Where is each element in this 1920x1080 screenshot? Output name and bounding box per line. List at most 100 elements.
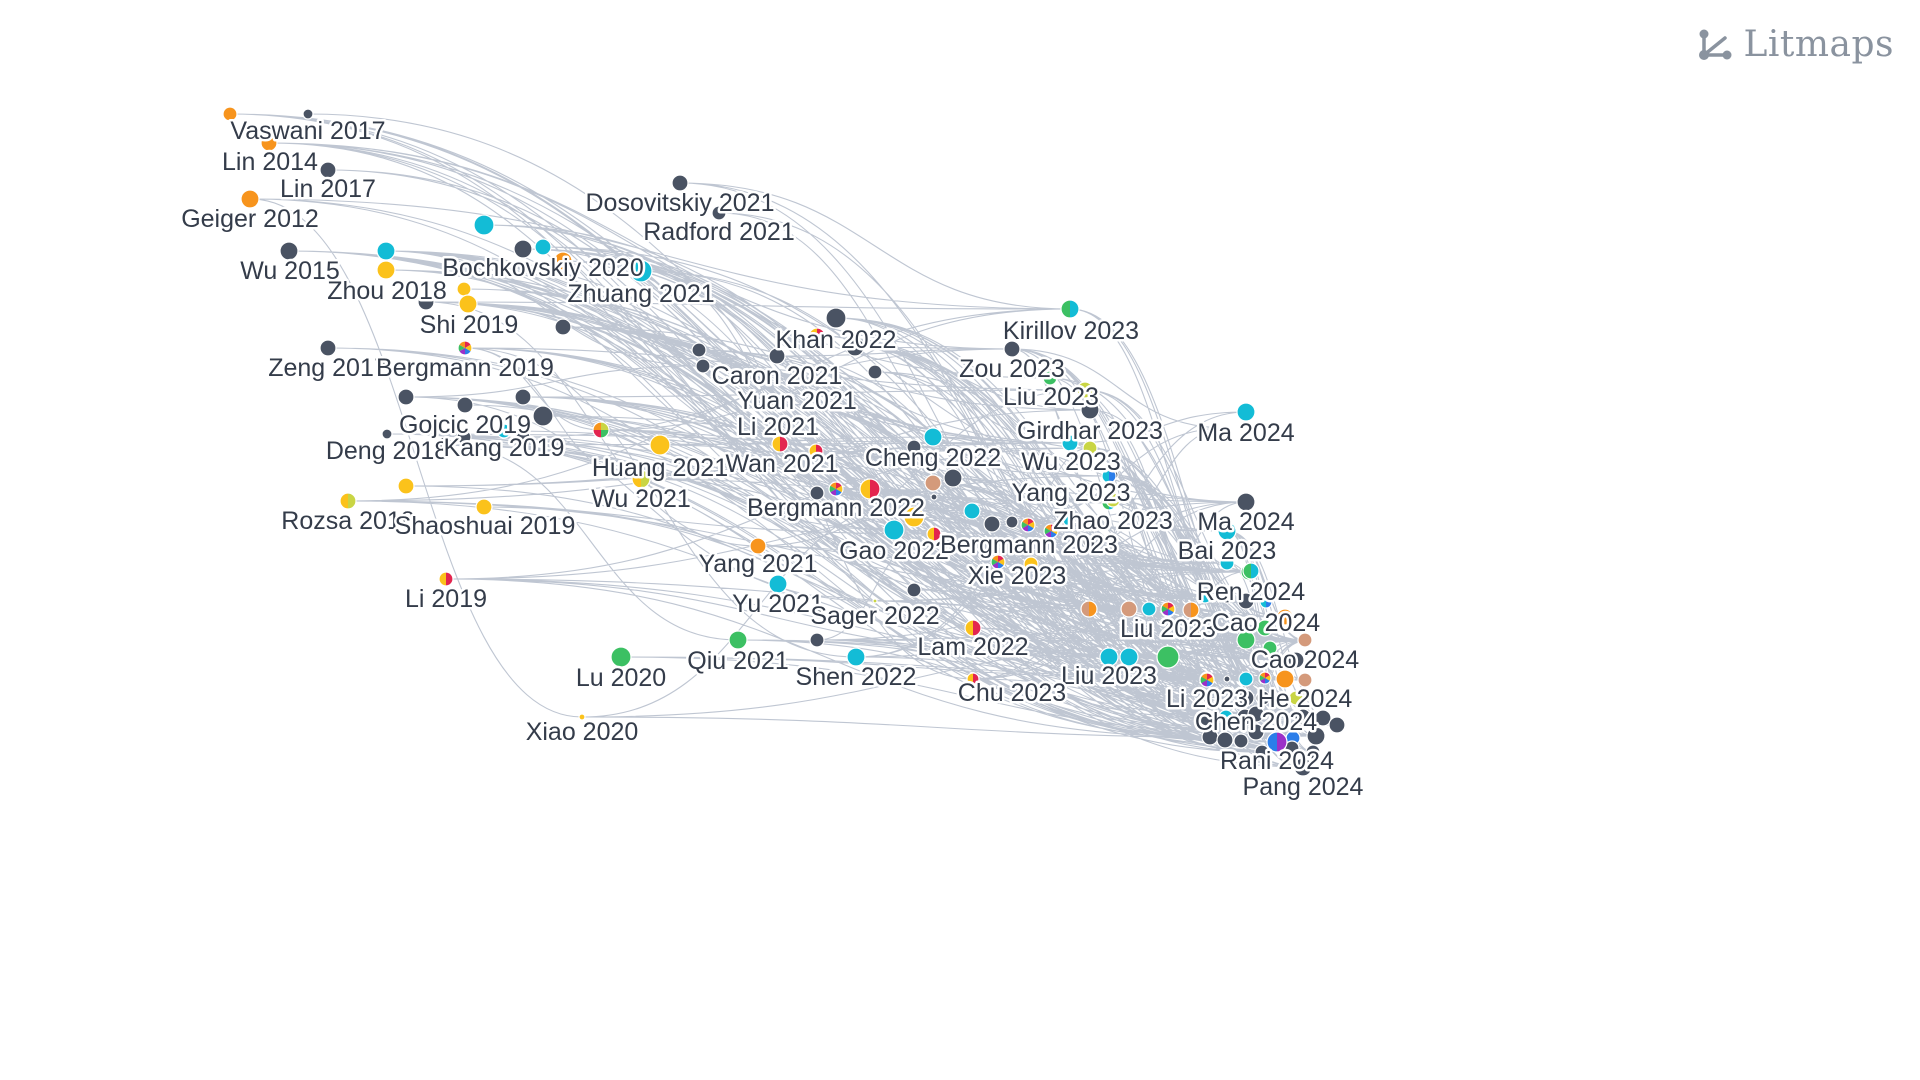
paper-node[interactable]: [1288, 690, 1304, 706]
paper-node[interactable]: [943, 468, 963, 488]
paper-label[interactable]: Kang 2019: [441, 432, 567, 465]
paper-node[interactable]: [240, 189, 260, 209]
paper-node[interactable]: [966, 672, 980, 686]
paper-node[interactable]: [1060, 299, 1080, 319]
paper-node[interactable]: [260, 134, 278, 152]
paper-label[interactable]: Xiao 2020: [523, 716, 641, 749]
paper-node[interactable]: [749, 537, 767, 555]
paper-label[interactable]: Zhou 2018: [325, 275, 450, 308]
paper-node[interactable]: [1328, 716, 1346, 734]
paper-label[interactable]: He 2024: [1255, 683, 1355, 716]
paper-node[interactable]: [1236, 630, 1256, 650]
paper-node[interactable]: [1080, 600, 1098, 618]
paper-node[interactable]: [473, 214, 495, 236]
paper-node[interactable]: [1247, 705, 1265, 723]
paper-node[interactable]: [222, 106, 238, 122]
paper-node[interactable]: [438, 571, 454, 587]
paper-node[interactable]: [808, 443, 824, 459]
paper-node[interactable]: [1182, 601, 1200, 619]
paper-label[interactable]: Girdhar 2023: [1015, 415, 1166, 448]
paper-label[interactable]: Sager 2022: [808, 600, 942, 633]
paper-label[interactable]: Bochkovskiy 2020: [440, 252, 647, 285]
paper-node[interactable]: [990, 554, 1006, 570]
paper-label[interactable]: Shaoshuai 2019: [392, 510, 578, 543]
paper-node[interactable]: [808, 327, 826, 345]
paper-label[interactable]: Lin 2014: [220, 146, 321, 179]
paper-node[interactable]: [1236, 492, 1256, 512]
paper-node[interactable]: [1218, 709, 1234, 725]
paper-label[interactable]: Yu 2021: [730, 588, 827, 621]
paper-node[interactable]: [1297, 672, 1313, 688]
paper-node[interactable]: [1119, 647, 1139, 667]
paper-node[interactable]: [903, 506, 925, 528]
paper-node[interactable]: [458, 294, 478, 314]
paper-node[interactable]: [1099, 647, 1119, 667]
paper-label[interactable]: Liu 2023: [1001, 381, 1102, 414]
paper-label[interactable]: Zou 2023: [957, 353, 1068, 386]
paper-node[interactable]: [671, 174, 689, 192]
paper-node[interactable]: [1247, 723, 1265, 741]
paper-node[interactable]: [845, 337, 865, 357]
paper-node[interactable]: [1297, 632, 1313, 648]
paper-node[interactable]: [1198, 709, 1216, 727]
paper-node[interactable]: [768, 574, 788, 594]
paper-node[interactable]: [867, 364, 883, 380]
paper-node[interactable]: [1258, 671, 1272, 685]
paper-node[interactable]: [456, 281, 472, 297]
paper-node[interactable]: [1223, 675, 1231, 683]
paper-node[interactable]: [302, 108, 314, 120]
paper-label[interactable]: Wu 2021: [589, 483, 694, 516]
paper-node[interactable]: [1233, 733, 1249, 749]
paper-node[interactable]: [456, 429, 472, 445]
paper-node[interactable]: [1005, 515, 1019, 529]
paper-node[interactable]: [1306, 726, 1326, 746]
paper-node[interactable]: [1101, 468, 1117, 484]
paper-node[interactable]: [711, 205, 727, 221]
paper-node[interactable]: [339, 492, 357, 510]
paper-node[interactable]: [1105, 492, 1121, 508]
paper-node[interactable]: [515, 429, 531, 445]
paper-node[interactable]: [926, 526, 942, 542]
paper-label[interactable]: Zhao 2023: [1051, 505, 1176, 538]
paper-node[interactable]: [1156, 645, 1180, 669]
paper-label[interactable]: Cheng 2022: [862, 442, 1003, 475]
paper-label[interactable]: Bergmann 2023: [938, 529, 1121, 562]
paper-node[interactable]: [809, 485, 825, 501]
paper-node[interactable]: [1062, 513, 1076, 527]
paper-node[interactable]: [610, 646, 632, 668]
paper-node[interactable]: [279, 241, 299, 261]
paper-node[interactable]: [691, 342, 707, 358]
paper-node[interactable]: [376, 260, 396, 280]
paper-label[interactable]: Geiger 2012: [179, 203, 322, 236]
paper-label[interactable]: Vaswani 2017: [228, 115, 388, 148]
paper-node[interactable]: [1287, 651, 1305, 669]
paper-node[interactable]: [513, 239, 533, 259]
paper-label[interactable]: Li 2023: [1163, 683, 1250, 716]
paper-node[interactable]: [1020, 517, 1036, 533]
paper-label[interactable]: Lam 2022: [915, 631, 1031, 664]
paper-node[interactable]: [1256, 619, 1274, 637]
paper-node[interactable]: [1219, 555, 1235, 571]
paper-node[interactable]: [846, 647, 866, 667]
paper-label[interactable]: Chu 2023: [955, 677, 1068, 710]
paper-node[interactable]: [1294, 708, 1312, 726]
paper-node[interactable]: [1259, 595, 1273, 609]
paper-node[interactable]: [906, 582, 922, 598]
paper-node[interactable]: [1197, 588, 1213, 604]
paper-label[interactable]: Zhuang 2021: [565, 278, 717, 311]
paper-node[interactable]: [1082, 440, 1098, 456]
paper-label[interactable]: Ma 2024: [1195, 506, 1297, 539]
paper-label[interactable]: Pang 2024: [1240, 771, 1366, 804]
paper-node[interactable]: [1223, 424, 1231, 432]
paper-label[interactable]: Gojcic 2019: [396, 409, 533, 442]
paper-label[interactable]: Wan 2021: [723, 448, 841, 481]
paper-label[interactable]: Shen 2022: [793, 661, 919, 694]
paper-label[interactable]: Rani 2024: [1218, 745, 1337, 778]
paper-node[interactable]: [457, 340, 473, 356]
paper-node[interactable]: [828, 481, 844, 497]
paper-label[interactable]: Qiu 2021: [685, 645, 791, 678]
paper-label[interactable]: Bergmann 2019: [374, 352, 557, 385]
paper-label[interactable]: Huang 2021: [589, 452, 730, 485]
paper-node[interactable]: [1305, 744, 1321, 760]
